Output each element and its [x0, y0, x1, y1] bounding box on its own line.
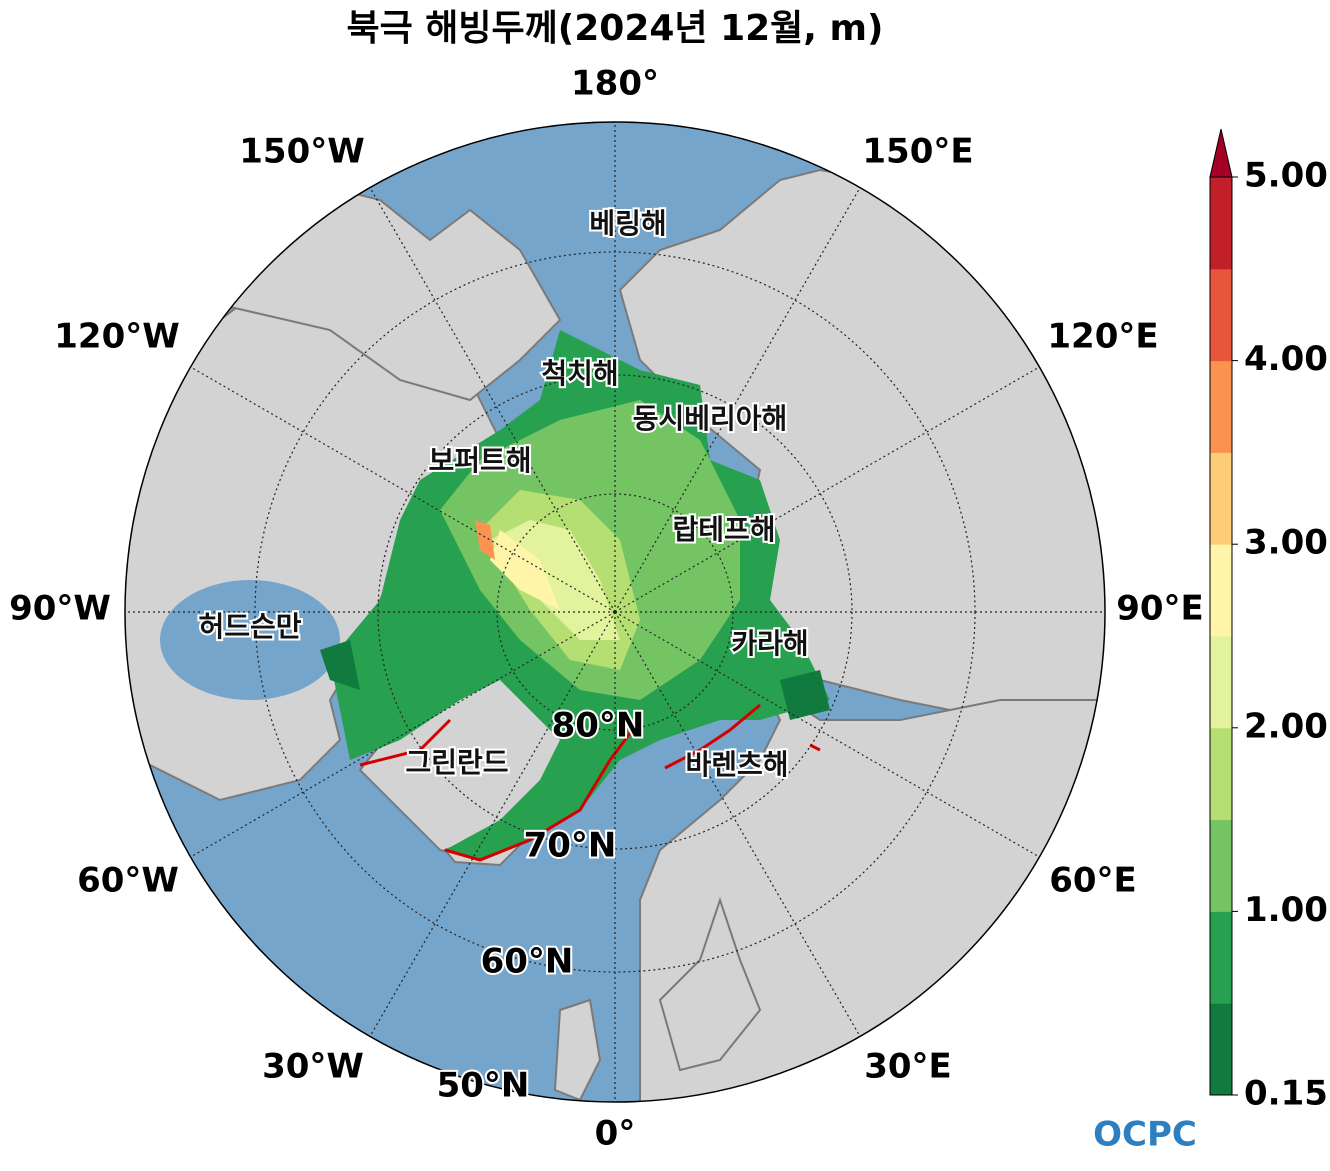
longitude-label: 90°E: [1116, 589, 1204, 629]
sea-label: 척치해: [541, 357, 618, 390]
colorbar-tick-label: 5.00: [1244, 156, 1328, 196]
sea-label: 허드슨만: [198, 610, 301, 643]
colorbar-segment: [1210, 819, 1232, 912]
longitude-label: 90°W: [9, 589, 111, 629]
map-boundary: [124, 121, 1106, 1103]
meridian: [614, 611, 861, 1037]
sea-label: 보퍼트해: [428, 444, 531, 477]
colorbar-segment: [1210, 268, 1232, 362]
colorbar-segment: [1210, 360, 1232, 453]
colorbar-segment: [1210, 727, 1232, 821]
meridian: [369, 187, 616, 613]
colorbar-tick-label: 1.00: [1244, 890, 1328, 930]
latitude-label: 70°N: [524, 826, 617, 866]
graticule: [125, 122, 1105, 1102]
latitude-label: 60°N: [481, 942, 574, 982]
longitude-label: 0°: [595, 1114, 636, 1154]
longitude-label: 150°E: [862, 132, 973, 172]
sea-ice-peak: [475, 520, 495, 560]
chukotka-siberia: [618, 168, 1105, 722]
sea-label: 동시베리아해: [633, 402, 788, 435]
meridian: [614, 611, 1040, 858]
title: 북극 해빙두께(2024년 12월, m): [347, 8, 884, 49]
colorbar-extend: [1209, 128, 1233, 178]
colorbar-tick-label: 3.00: [1244, 523, 1328, 563]
meridian: [614, 187, 861, 613]
longitude-label: 120°E: [1047, 317, 1158, 357]
colorbar-tick-label: 0.15: [1244, 1074, 1328, 1114]
longitude-label: 60°W: [77, 861, 179, 901]
colorbar: 0.15 1.00 2.00 3.00 4.00 5.00: [1209, 128, 1328, 1114]
logo: OCPC: [1093, 1115, 1197, 1155]
meridian: [190, 611, 616, 858]
longitude-label: 180°: [571, 64, 659, 104]
colorbar-segment: [1210, 544, 1232, 637]
hudson-bay: [160, 580, 340, 700]
colorbar-segment: [1210, 177, 1232, 270]
colorbar-segment: [1210, 911, 1232, 1004]
sea-label: 카라해: [731, 627, 808, 660]
parallel: [496, 493, 734, 731]
sea-label: 그린란드: [405, 746, 508, 779]
longitude-label: 150°W: [239, 132, 364, 172]
colorbar-segment: [1210, 452, 1232, 545]
scandinavia-sea: [658, 896, 762, 1072]
longitude-label: 30°E: [864, 1047, 952, 1087]
climatology-edge: [359, 703, 821, 862]
sea-label: 랍테프해: [672, 513, 775, 546]
meridian: [190, 366, 616, 613]
longitude-label: 30°W: [262, 1047, 364, 1087]
colorbar-segment: [1210, 1003, 1232, 1096]
sea-label: 바렌츠해: [685, 748, 788, 781]
colorbar-tick-label: 2.00: [1244, 706, 1328, 746]
colorbar-frame: [1209, 176, 1233, 1096]
longitude-label: 60°E: [1049, 861, 1137, 901]
longitude-label: 120°W: [54, 317, 179, 357]
colorbar-segment: [1210, 636, 1232, 729]
meridian: [614, 366, 1040, 613]
map: [125, 122, 1105, 1102]
british-isles: [553, 998, 602, 1102]
meridian: [369, 611, 616, 1037]
latitude-label: 50°N: [437, 1066, 530, 1106]
labels: 180° 150°E 120°E 90°E 60°E 30°E 0° 30°W 60°W 90°W…: [9, 64, 1204, 1154]
colorbar-tick-label: 4.00: [1244, 339, 1328, 379]
sea-label: 베링해: [589, 207, 666, 240]
sea-ice-thickest: [490, 530, 560, 610]
latitude-label: 80°N: [552, 706, 645, 746]
